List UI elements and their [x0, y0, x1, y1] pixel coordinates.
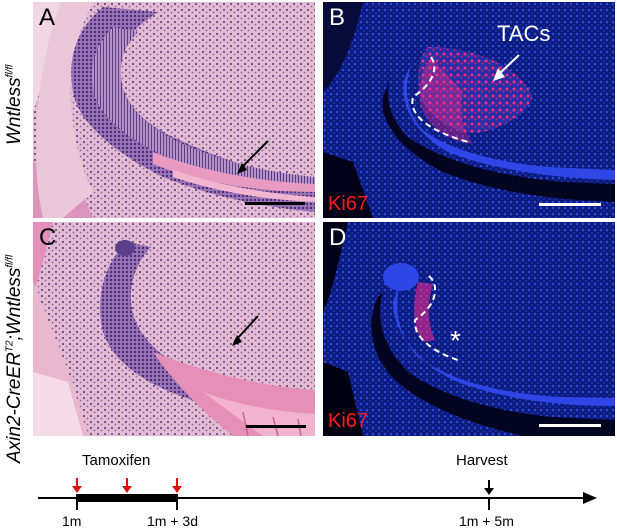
panel-d-image: * [323, 222, 615, 436]
panel-d-ki67-label: Ki67 [328, 410, 369, 432]
injection-arrows [72, 478, 182, 493]
panel-b-ki67-label: Ki67 [328, 193, 369, 215]
timeline-arrowhead [583, 492, 597, 504]
row-label-control: Wntlessfl/fl [4, 64, 25, 145]
tamoxifen-label: Tamoxifen [82, 452, 151, 469]
harvest-label: Harvest [456, 452, 508, 469]
injection-arrow-icon [72, 486, 82, 493]
injection-arrow-icon [172, 486, 182, 493]
panel-c-label: C [39, 224, 57, 251]
panel-c-image [33, 222, 315, 436]
panel-b-label: B [329, 4, 346, 31]
panel-b: B TACs Ki67 [323, 2, 615, 218]
tick-label-1m-3d: 1m + 3d [147, 513, 198, 529]
panel-d-label: D [329, 224, 347, 251]
timeline-graphic [38, 478, 597, 510]
asterisk-annotation: * [450, 325, 461, 356]
harvest-arrow-icon [484, 488, 494, 495]
tacs-annotation: TACs [497, 21, 551, 46]
panel-b-image [323, 2, 615, 218]
panel-c: C [33, 222, 315, 436]
row-label-mutant: Axin2-CreERT2;Wntlessfl/fl [4, 254, 25, 463]
tamoxifen-period-bar [77, 494, 177, 502]
tick-label-1m-5m: 1m + 5m [459, 513, 514, 529]
panel-a: A [33, 2, 315, 218]
tick-label-1m: 1m [62, 513, 82, 529]
injection-arrow-icon [122, 486, 132, 493]
panel-a-image [33, 2, 315, 218]
panel-a-label: A [39, 4, 56, 31]
timeline: Tamoxifen Harvest 1m 1m + 3d 1m + 5m [0, 440, 617, 531]
panel-d: * D Ki67 [323, 222, 615, 436]
